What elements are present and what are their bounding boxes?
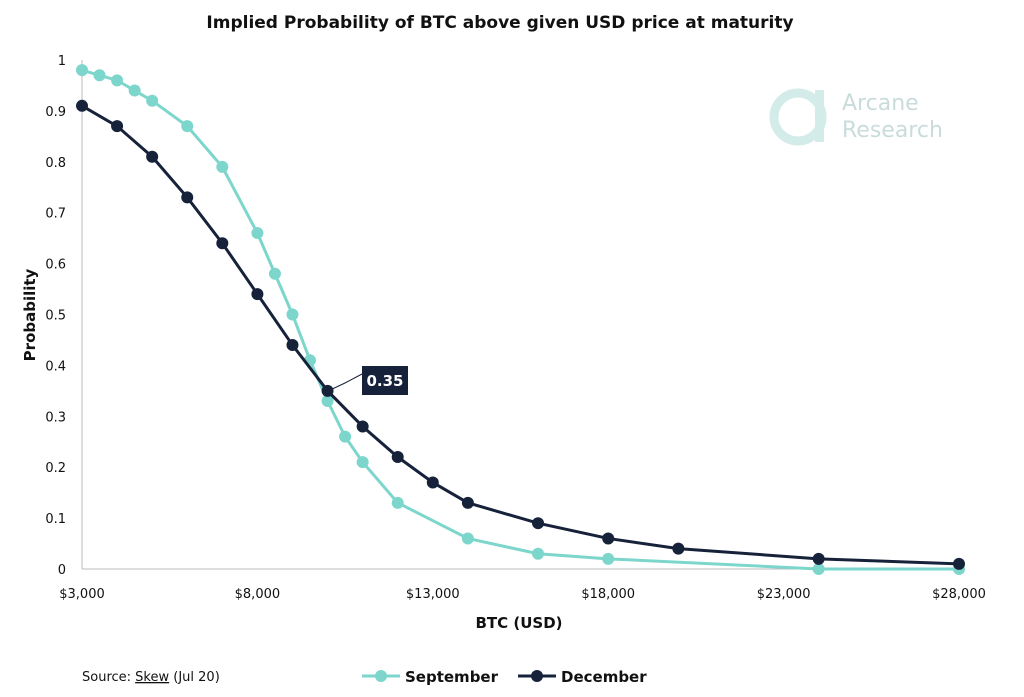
y-tick-label: 0.7 bbox=[45, 207, 66, 222]
data-point bbox=[391, 451, 404, 464]
data-point bbox=[953, 557, 965, 570]
data-point bbox=[93, 69, 106, 82]
y-tick-label: 0.8 bbox=[45, 156, 66, 171]
legend-item-december[interactable]: December bbox=[518, 668, 647, 686]
annotation-label: 0.35 bbox=[366, 372, 403, 390]
y-tick-label: 1 bbox=[58, 54, 66, 69]
data-point bbox=[286, 308, 299, 321]
data-point bbox=[321, 395, 334, 408]
y-tick-label: 0.1 bbox=[45, 512, 66, 527]
x-tick-label: $13,000 bbox=[406, 587, 460, 602]
data-point bbox=[268, 267, 281, 280]
legend-label-december: December bbox=[561, 668, 647, 686]
data-point bbox=[146, 94, 159, 107]
legend-item-september[interactable]: September bbox=[362, 668, 499, 686]
y-tick-label: 0.4 bbox=[45, 359, 66, 374]
data-point bbox=[532, 517, 545, 530]
x-tick-label: $3,000 bbox=[59, 587, 105, 602]
data-point bbox=[286, 339, 299, 352]
data-point bbox=[321, 384, 334, 397]
source-link[interactable]: Skew bbox=[135, 670, 169, 685]
x-tick-label: $18,000 bbox=[581, 587, 635, 602]
data-point bbox=[812, 552, 825, 565]
data-point bbox=[356, 456, 369, 469]
data-point bbox=[181, 120, 194, 133]
data-point bbox=[532, 547, 545, 560]
y-tick-label: 0.5 bbox=[45, 309, 66, 324]
data-point bbox=[461, 532, 474, 545]
data-point bbox=[76, 99, 88, 112]
y-tick-label: 0.3 bbox=[45, 410, 66, 425]
y-tick-label: 0.9 bbox=[45, 105, 66, 120]
data-point bbox=[461, 496, 474, 509]
watermark-logo: Arcane Research bbox=[769, 88, 943, 146]
data-point bbox=[76, 64, 88, 77]
logo-line1: Arcane bbox=[842, 91, 919, 116]
data-point bbox=[602, 532, 615, 545]
source-prefix: Source: bbox=[82, 670, 135, 685]
data-point bbox=[111, 74, 124, 87]
source-suffix: (Jul 20) bbox=[169, 670, 220, 685]
data-point bbox=[128, 84, 141, 97]
data-point bbox=[602, 552, 615, 565]
data-point bbox=[339, 430, 352, 443]
x-tick-label: $28,000 bbox=[932, 587, 986, 602]
source-note: Source: Skew (Jul 20) bbox=[82, 670, 220, 685]
data-point bbox=[181, 191, 194, 204]
x-axis-label: BTC (USD) bbox=[475, 614, 562, 632]
data-point bbox=[391, 496, 404, 509]
data-point bbox=[216, 237, 229, 250]
x-tick-label: $23,000 bbox=[757, 587, 811, 602]
legend: September December bbox=[362, 668, 647, 686]
legend-label-september: September bbox=[405, 668, 499, 686]
data-point bbox=[356, 420, 369, 433]
data-point bbox=[251, 227, 264, 240]
y-tick-label: 0.6 bbox=[45, 258, 66, 273]
series-september bbox=[76, 64, 965, 575]
data-point bbox=[672, 542, 685, 555]
data-point bbox=[146, 150, 159, 163]
annotation-callout: 0.35 bbox=[327, 366, 408, 395]
data-point bbox=[426, 476, 439, 489]
series-december bbox=[76, 99, 965, 570]
data-point bbox=[251, 288, 264, 301]
y-tick-label: 0 bbox=[58, 563, 66, 578]
data-point bbox=[812, 563, 825, 575]
chart-title: Implied Probability of BTC above given U… bbox=[206, 13, 793, 33]
series-line bbox=[81, 104, 960, 566]
logo-line2: Research bbox=[842, 118, 943, 143]
data-point bbox=[216, 160, 229, 173]
series-line bbox=[81, 68, 959, 571]
x-tick-label: $8,000 bbox=[235, 587, 281, 602]
y-axis-label: Probability bbox=[21, 268, 39, 361]
y-tick-label: 0.2 bbox=[45, 461, 66, 476]
data-point bbox=[111, 120, 124, 133]
